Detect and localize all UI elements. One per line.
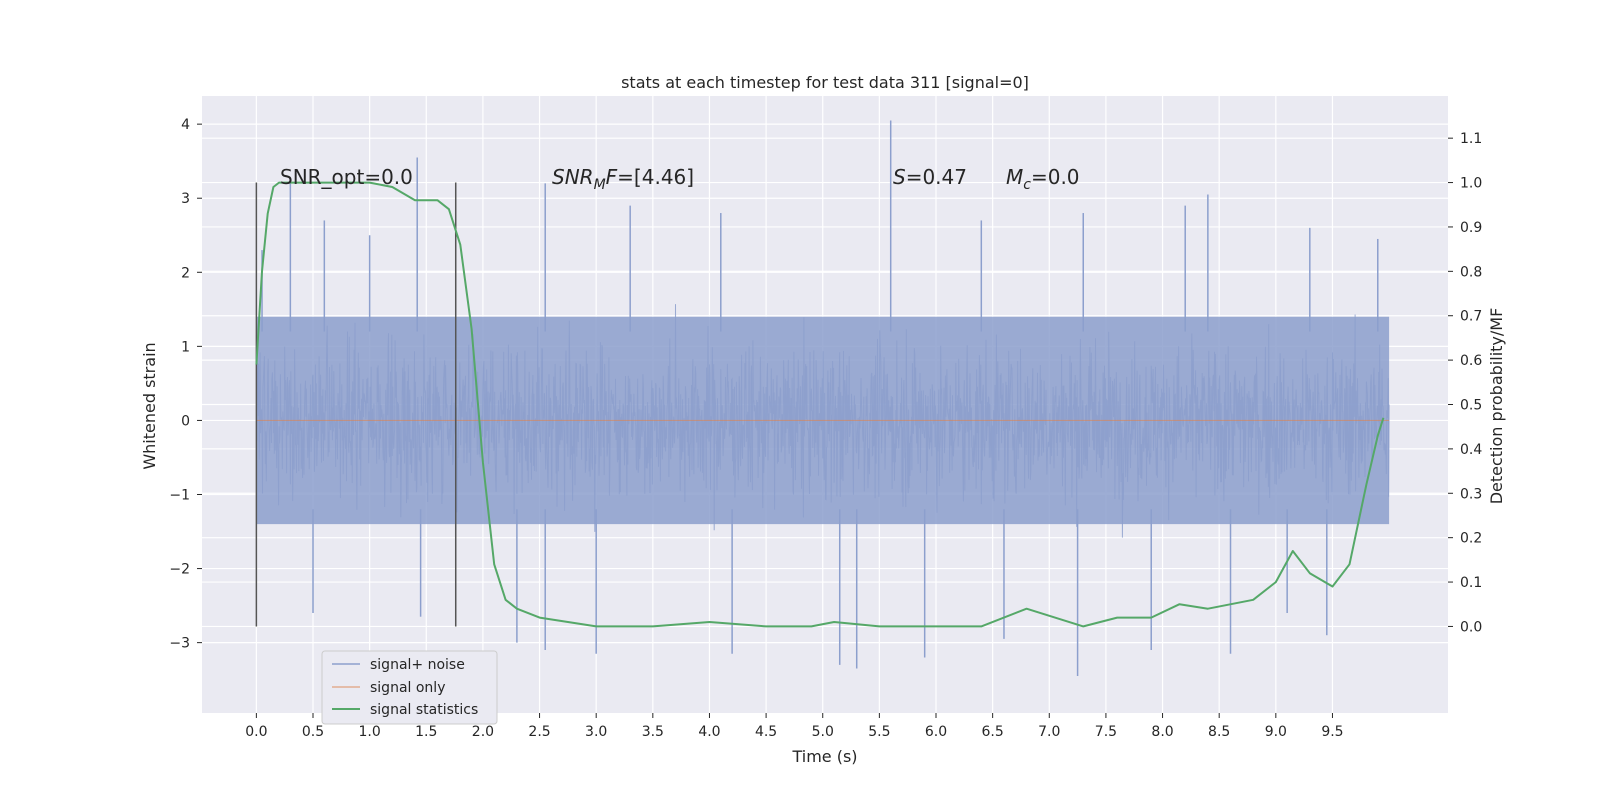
annotation-s-symbol: S — [893, 165, 906, 189]
x-tick-label: 7.0 — [1038, 724, 1060, 740]
annotation-mc-value: =0.0 — [1031, 165, 1080, 189]
y-tick-label-right: 0.8 — [1460, 264, 1482, 280]
y-axis-label-right: Detection probability/MF — [1487, 308, 1506, 505]
annotation-mc: Mc=0.0 — [1006, 165, 1080, 193]
x-tick-label: 7.5 — [1095, 724, 1117, 740]
x-tick-label: 2.0 — [472, 724, 494, 740]
annotation-snr-mf-suffix: F — [606, 165, 618, 189]
y-tick-label-left: 4 — [181, 117, 190, 133]
x-tick-label: 9.5 — [1321, 724, 1343, 740]
x-tick-label: 2.5 — [528, 724, 550, 740]
x-tick-label: 6.5 — [982, 724, 1004, 740]
y-tick-label-right: 0.3 — [1460, 486, 1482, 502]
y-tick-label-right: 0.2 — [1460, 531, 1482, 547]
axes-ticks: 0.0 0.5 1.0 1.5 2.0 2.5 3.0 3.5 4.0 4.5 5.0 5.5 6.0 6… — [169, 117, 1482, 740]
y-axis-label-left: Whitened strain — [140, 342, 159, 469]
y-tick-label-left: 3 — [181, 191, 190, 207]
annotation-mc-subscript: c — [1023, 177, 1031, 193]
y-tick-label-left: −3 — [169, 636, 190, 652]
y-tick-label-right: 0.0 — [1460, 619, 1482, 635]
x-tick-label: 5.5 — [868, 724, 890, 740]
x-tick-label: 5.0 — [812, 724, 834, 740]
y-tick-label-right: 0.7 — [1460, 309, 1482, 325]
legend-label-signal-only: signal only — [370, 680, 445, 696]
y-tick-label-left: −1 — [169, 487, 190, 503]
annotation-snr-mf: SNRMF=[4.46] — [552, 165, 694, 193]
x-tick-label: 8.5 — [1208, 724, 1230, 740]
vertical-markers — [255, 182, 457, 627]
legend-label-signal-noise: signal+ noise — [370, 657, 465, 673]
annotation-snr-mf-prefix: SNR — [552, 165, 594, 189]
y-tick-label-right: 0.6 — [1460, 353, 1482, 369]
x-tick-label: 8.0 — [1151, 724, 1173, 740]
x-tick-label: 0.0 — [245, 724, 267, 740]
x-tick-label: 4.5 — [755, 724, 777, 740]
y-tick-label-right: 0.4 — [1460, 442, 1482, 458]
signal-statistics-series — [255, 181, 1385, 628]
legend-label-signal-statistics: signal statistics — [370, 702, 478, 718]
x-tick-label: 3.0 — [585, 724, 607, 740]
y-tick-label-right: 0.5 — [1460, 398, 1482, 414]
y-tick-label-right: 1.1 — [1460, 131, 1482, 147]
x-tick-label: 1.5 — [415, 724, 437, 740]
chart-title: stats at each timestep for test data 311… — [621, 73, 1029, 92]
legend: signal+ noise signal only signal statist… — [321, 650, 498, 725]
annotation-snr-mf-value: =[4.46] — [617, 165, 694, 189]
y-tick-label-right: 0.1 — [1460, 575, 1482, 591]
signal-statistics-line — [255, 181, 1385, 628]
y-tick-label-left: 2 — [181, 265, 190, 281]
annotation-snr-mf-subscript: M — [594, 177, 606, 193]
x-axis-label: Time (s) — [791, 747, 857, 766]
x-tick-label: 3.5 — [642, 724, 664, 740]
y-tick-label-right: 0.9 — [1460, 220, 1482, 236]
x-tick-label: 0.5 — [302, 724, 324, 740]
x-tick-label: 6.0 — [925, 724, 947, 740]
annotation-snr-opt: SNR_opt=0.0 — [280, 165, 413, 189]
annotation-s-value: =0.47 — [906, 165, 967, 189]
y-tick-label-left: 1 — [181, 339, 190, 355]
y-tick-label-left: 0 — [181, 413, 190, 429]
x-tick-label: 1.0 — [359, 724, 381, 740]
y-tick-label-left: −2 — [169, 562, 190, 578]
x-tick-label: 4.0 — [698, 724, 720, 740]
annotation-s: S=0.47 — [893, 165, 967, 189]
annotation-mc-symbol: M — [1006, 165, 1023, 189]
y-tick-label-right: 1.0 — [1460, 176, 1482, 192]
x-tick-label: 9.0 — [1265, 724, 1287, 740]
legend-box — [321, 650, 498, 725]
